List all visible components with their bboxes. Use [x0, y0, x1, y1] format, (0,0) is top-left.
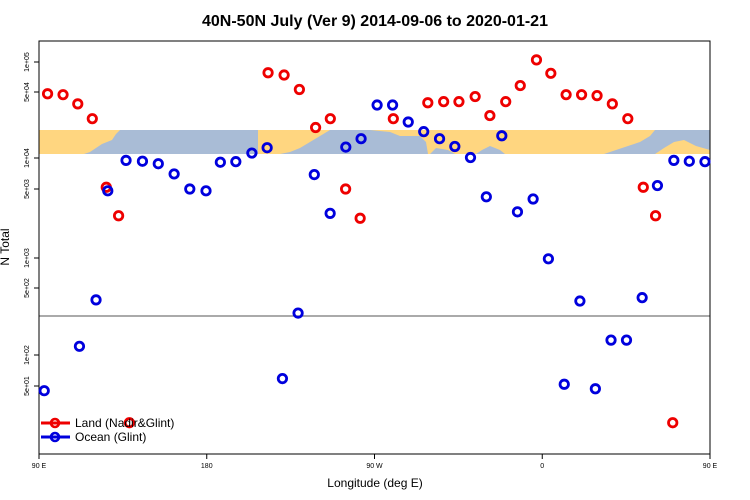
legend: Land (Nadir&Glint) Ocean (Glint) [41, 416, 174, 444]
land-point-26 [591, 90, 603, 102]
land-point-20 [500, 96, 512, 108]
land-point-24 [560, 89, 572, 101]
land-point-10 [310, 121, 322, 134]
ocean-point-16 [308, 168, 320, 181]
ocean-point-5 [136, 155, 149, 167]
ocean-point-29 [511, 206, 524, 218]
ocean-point-21 [386, 99, 399, 111]
ocean-point-23 [418, 126, 430, 138]
ocean-point-40 [683, 155, 695, 167]
ocean-point-26 [464, 151, 477, 164]
ocean-point-19 [355, 133, 367, 145]
ocean-point-6 [152, 158, 164, 170]
land-point-31 [667, 417, 679, 429]
ocean-point-28 [496, 130, 508, 142]
land-point-7 [262, 67, 274, 79]
chart-title: 40N-50N July (Ver 9) 2014-09-06 to 2020-… [202, 13, 548, 30]
ocean-point-36 [620, 334, 633, 346]
land-point-27 [606, 98, 618, 110]
x-axis-label: Longitude (deg E) [327, 476, 422, 490]
ocean-point-17 [324, 207, 336, 219]
land-point-18 [469, 90, 481, 103]
land-point-6 [123, 417, 135, 429]
land-point-17 [453, 96, 465, 108]
land-point-9 [293, 83, 305, 96]
land-point-21 [514, 79, 526, 92]
ocean-point-18 [340, 141, 352, 153]
land-point-11 [324, 113, 336, 125]
ocean-point-30 [527, 193, 539, 205]
ocean-point-20 [371, 99, 383, 111]
ocean-point-15 [292, 307, 304, 319]
land-point-8 [278, 69, 290, 81]
ocean-point-39 [668, 154, 680, 166]
y-axis-label: N Total [0, 228, 12, 265]
land-point-0 [41, 88, 54, 100]
y-tick-label-4: 1e+03 [24, 248, 31, 268]
ocean-point-35 [605, 334, 617, 346]
ocean-point-25 [449, 140, 461, 153]
y-tick-label-1: 5e+04 [24, 82, 31, 102]
ocean-point-31 [542, 253, 555, 265]
land-point-1 [57, 89, 69, 101]
land-point-25 [575, 89, 588, 101]
x-tick-label-1: 180 [201, 463, 213, 470]
ocean-point-34 [589, 383, 601, 395]
ocean-point-3 [102, 185, 114, 197]
data-points [38, 54, 711, 429]
land-point-13 [354, 212, 366, 224]
ocean-point-27 [480, 191, 492, 203]
land-point-16 [438, 96, 450, 108]
y-tick-label-7: 5e+01 [24, 376, 31, 396]
ocean-point-32 [558, 378, 570, 390]
legend-label-ocean: Ocean (Glint) [75, 430, 146, 444]
legend-label-land: Land (Nadir&Glint) [75, 416, 174, 430]
ocean-point-8 [184, 183, 196, 195]
land-point-19 [484, 109, 496, 122]
land-point-22 [530, 54, 543, 66]
legend-marker-ocean [49, 431, 61, 443]
x-tick-label-2: 90 W [366, 463, 383, 470]
x-tick-label-4: 90 E [703, 463, 718, 470]
land-point-5 [112, 210, 125, 222]
ocean-point-14 [276, 372, 289, 385]
ocean-point-33 [574, 295, 586, 307]
ocean-point-37 [636, 292, 648, 304]
land-point-12 [340, 183, 352, 195]
ocean-point-13 [261, 142, 273, 154]
land-point-28 [622, 113, 634, 125]
ocean-point-11 [230, 156, 242, 168]
land-point-3 [86, 113, 98, 125]
y-tick-label-0: 1e+05 [24, 52, 31, 72]
ocean-point-7 [168, 168, 180, 180]
land-point-23 [545, 67, 557, 79]
ocean-point-0 [38, 385, 50, 397]
land-point-30 [649, 210, 662, 222]
ocean-point-10 [214, 156, 226, 168]
ocean-point-22 [402, 116, 414, 128]
ocean-point-9 [200, 185, 212, 197]
y-tick-label-2: 1e+04 [24, 148, 31, 168]
land-point-15 [422, 97, 434, 109]
y-tick-label-6: 1e+02 [24, 345, 31, 365]
ocean-point-4 [120, 154, 132, 166]
y-tick-label-3: 5e+03 [24, 179, 31, 199]
world-map-band [39, 130, 710, 154]
land-point-2 [72, 98, 84, 110]
ocean-point-41 [699, 156, 711, 168]
land-point-14 [387, 113, 399, 125]
ocean-point-24 [433, 133, 446, 145]
ocean-point-38 [651, 179, 664, 192]
land-point-29 [637, 181, 649, 193]
x-tick-label-3: 0 [540, 463, 544, 470]
legend-marker-land [49, 417, 61, 429]
x-axis: 90 E 180 90 W 0 90 E [32, 454, 718, 470]
ocean-point-1 [73, 340, 86, 352]
ocean-point-12 [246, 147, 258, 159]
y-tick-label-5: 5e+02 [24, 278, 31, 298]
ocean-point-2 [90, 294, 102, 306]
y-axis: 1e+05 5e+04 1e+04 5e+03 1e+03 5e+02 1e+02 5e+01 [24, 52, 39, 396]
x-tick-label-0: 90 E [32, 463, 47, 470]
